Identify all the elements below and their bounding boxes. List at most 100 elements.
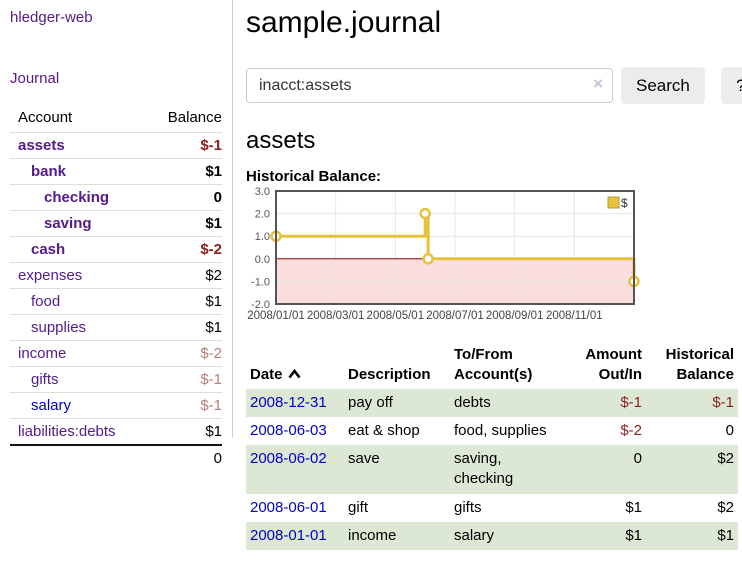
account-balance: 0 [150,184,222,211]
account-balance: $-2 [150,340,222,367]
transaction-date-link[interactable]: 2008-12-31 [250,393,327,411]
accounts-table: Account Balance assets $-1 bank $1 checking 0… [10,104,222,471]
account-heading: assets [246,127,316,154]
account-row: expenses $2 [10,262,222,289]
accounts-table-body: assets $-1 bank $1 checking 0 saving $1 cash $-2 e… [10,132,222,445]
svg-text:0.0: 0.0 [255,254,270,266]
register-table: Date Description To/From Account(s) Amou… [246,342,738,550]
transaction-description: eat & shop [348,421,420,439]
account-balance: $2 [150,262,222,289]
accounts-header-balance: Balance [167,109,222,126]
account-balance: $1 [150,418,222,445]
transaction-amount: $-1 [620,393,642,411]
account-balance: $1 [150,158,222,185]
register-header-row: Date Description To/From Account(s) Amou… [246,342,738,389]
transaction-accounts: debts [454,393,491,411]
transaction-date-link[interactable]: 2008-06-01 [250,498,327,516]
table-row: 2008-06-01 gift gifts $1 $2 [246,494,738,522]
transaction-balance: $1 [717,526,734,544]
transaction-amount: $-2 [620,421,642,439]
column-header-date-label: Date [250,366,283,384]
svg-text:$: $ [621,196,628,210]
transaction-amount: $1 [625,498,642,516]
account-link[interactable]: expenses [18,267,83,284]
account-link[interactable]: income [18,345,67,362]
account-link[interactable]: saving [44,215,92,232]
svg-text:2.0: 2.0 [255,209,270,221]
svg-text:2008/11/01: 2008/11/01 [546,310,603,322]
sidebar-total-row: 0 [10,444,222,471]
register-table-body: 2008-12-31 pay off debts $-1 $-1 2008-06-03 ea… [246,388,738,550]
sidebar-item-journal[interactable]: Journal [10,70,60,87]
account-balance: $-1 [150,392,222,419]
account-link[interactable]: salary [31,397,72,414]
account-link[interactable]: cash [31,241,66,258]
account-link[interactable]: food [31,293,61,310]
account-balance: $1 [150,314,222,341]
transaction-amount: $1 [625,526,642,544]
transaction-date: 2008-01-01 [246,522,344,550]
account-balance: $1 [150,210,222,237]
transaction-date: 2008-06-02 [246,445,344,494]
accounts-header-account: Account [18,109,73,126]
table-row: 2008-01-01 income salary $1 $1 [246,521,738,550]
search-box: × [246,68,613,103]
account-row: saving $1 [10,210,222,237]
transaction-date: 2008-06-01 [246,494,344,522]
column-header-accounts: To/From Account(s) [454,346,533,384]
search-input[interactable] [246,68,613,103]
account-row: assets $-1 [10,132,222,159]
account-link[interactable]: assets [18,137,65,154]
sort-ascending-icon [287,365,301,385]
svg-text:2008/01/01: 2008/01/01 [247,310,305,322]
transaction-date-link[interactable]: 2008-01-01 [250,526,327,544]
account-balance: $-2 [150,236,222,263]
column-header-date[interactable]: Date [246,342,344,389]
account-row: income $-2 [10,340,222,367]
svg-text:2008/03/01: 2008/03/01 [307,310,365,322]
account-row: cash $-2 [10,236,222,263]
search-form: × Search ? [246,67,742,104]
transaction-amount: 0 [633,450,642,467]
svg-text:-2.0: -2.0 [251,299,270,311]
account-row: bank $1 [10,158,222,185]
account-link[interactable]: liabilities:debts [18,423,116,440]
transaction-balance: $2 [717,450,734,467]
transaction-balance: 0 [725,421,734,439]
transaction-description: pay off [348,393,393,411]
account-row: gifts $-1 [10,366,222,393]
table-row: 2008-06-02 save saving, checking 0 $2 [246,445,738,494]
transaction-date-link[interactable]: 2008-06-03 [250,421,327,439]
clear-search-icon[interactable]: × [593,74,603,93]
transaction-accounts: saving, checking [454,450,514,488]
page: hledger-web Journal Account Balance asse… [10,0,742,550]
transaction-accounts: salary [454,526,495,544]
column-header-balance: Historical Balance [665,346,734,384]
account-link[interactable]: supplies [31,319,87,336]
account-row: checking 0 [10,184,222,211]
column-header-amount: Amount Out/In [585,346,642,384]
transaction-description: save [348,450,380,467]
account-balance: $1 [150,288,222,315]
historical-balance-chart: 3.0 2.0 1.0 0.0 -1.0 -2.0 2008/01/01 2008/03/01… [246,187,742,328]
account-row: liabilities:debts $1 [10,418,222,445]
account-link[interactable]: checking [44,189,110,206]
transaction-description: income [348,526,397,544]
account-link[interactable]: bank [31,163,67,180]
svg-text:2008/07/01: 2008/07/01 [426,310,484,322]
account-link[interactable]: gifts [31,371,59,388]
account-balance: $-1 [150,366,222,393]
transaction-date-link[interactable]: 2008-06-02 [250,450,327,467]
svg-text:1.0: 1.0 [255,231,270,243]
brand-link[interactable]: hledger-web [10,9,93,26]
transaction-accounts: food, supplies [454,421,547,439]
sidebar-total-balance: 0 [150,444,222,471]
table-row: 2008-12-31 pay off debts $-1 $-1 [246,388,738,417]
svg-text:-1.0: -1.0 [251,276,270,288]
help-button[interactable]: ? [720,67,742,104]
account-balance: $-1 [150,132,222,159]
transaction-date: 2008-06-03 [246,417,344,445]
search-button[interactable]: Search [621,67,705,104]
transaction-description: gift [348,498,369,516]
